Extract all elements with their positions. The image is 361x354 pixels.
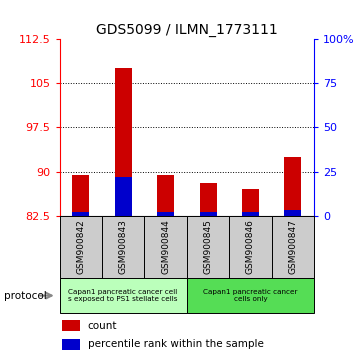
Bar xyxy=(60,216,102,278)
Bar xyxy=(157,175,174,216)
Text: GSM900847: GSM900847 xyxy=(288,219,297,274)
Text: GSM900844: GSM900844 xyxy=(161,219,170,274)
Text: Capan1 pancreatic cancer
cells only: Capan1 pancreatic cancer cells only xyxy=(203,289,298,302)
Bar xyxy=(157,212,174,216)
Text: count: count xyxy=(88,320,117,331)
Bar xyxy=(115,177,132,216)
Bar xyxy=(272,216,314,278)
Bar xyxy=(200,183,217,216)
Bar xyxy=(115,68,132,216)
Bar xyxy=(284,210,301,216)
Bar xyxy=(144,216,187,278)
Bar xyxy=(284,157,301,216)
Bar xyxy=(60,278,187,313)
Title: GDS5099 / ILMN_1773111: GDS5099 / ILMN_1773111 xyxy=(96,23,278,36)
Bar xyxy=(72,212,89,216)
Bar xyxy=(62,320,80,331)
Text: GSM900843: GSM900843 xyxy=(119,219,128,274)
Bar xyxy=(187,216,229,278)
Bar xyxy=(229,216,271,278)
Bar xyxy=(200,212,217,216)
Bar xyxy=(187,278,314,313)
Text: GSM900846: GSM900846 xyxy=(246,219,255,274)
Bar xyxy=(242,212,259,216)
Bar xyxy=(62,338,80,350)
Bar xyxy=(242,189,259,216)
Text: protocol: protocol xyxy=(4,291,46,301)
Bar xyxy=(102,216,144,278)
Text: Capan1 pancreatic cancer cell
s exposed to PS1 stellate cells: Capan1 pancreatic cancer cell s exposed … xyxy=(69,289,178,302)
Text: GSM900842: GSM900842 xyxy=(76,219,85,274)
Text: GSM900845: GSM900845 xyxy=(204,219,213,274)
Bar xyxy=(72,175,89,216)
Text: percentile rank within the sample: percentile rank within the sample xyxy=(88,339,264,349)
